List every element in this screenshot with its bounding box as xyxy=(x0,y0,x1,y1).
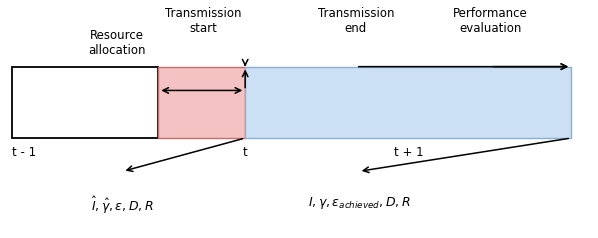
Text: $I, \gamma, \varepsilon_{achieved}, D, R$: $I, \gamma, \varepsilon_{achieved}, D, R… xyxy=(307,195,410,211)
Text: t + 1: t + 1 xyxy=(393,146,423,159)
Text: t: t xyxy=(243,146,248,159)
Text: t - 1: t - 1 xyxy=(12,146,36,159)
Text: Performance
evaluation: Performance evaluation xyxy=(453,7,527,35)
Text: Resource
allocation: Resource allocation xyxy=(88,29,145,57)
FancyBboxPatch shape xyxy=(158,67,245,138)
Text: Transmission
end: Transmission end xyxy=(318,7,394,35)
Text: Transmission
start: Transmission start xyxy=(165,7,242,35)
FancyBboxPatch shape xyxy=(12,67,158,138)
Text: $\hat{I}, \hat{\gamma}, \varepsilon, D, R$: $\hat{I}, \hat{\gamma}, \varepsilon, D, … xyxy=(91,195,154,216)
FancyBboxPatch shape xyxy=(245,67,571,138)
